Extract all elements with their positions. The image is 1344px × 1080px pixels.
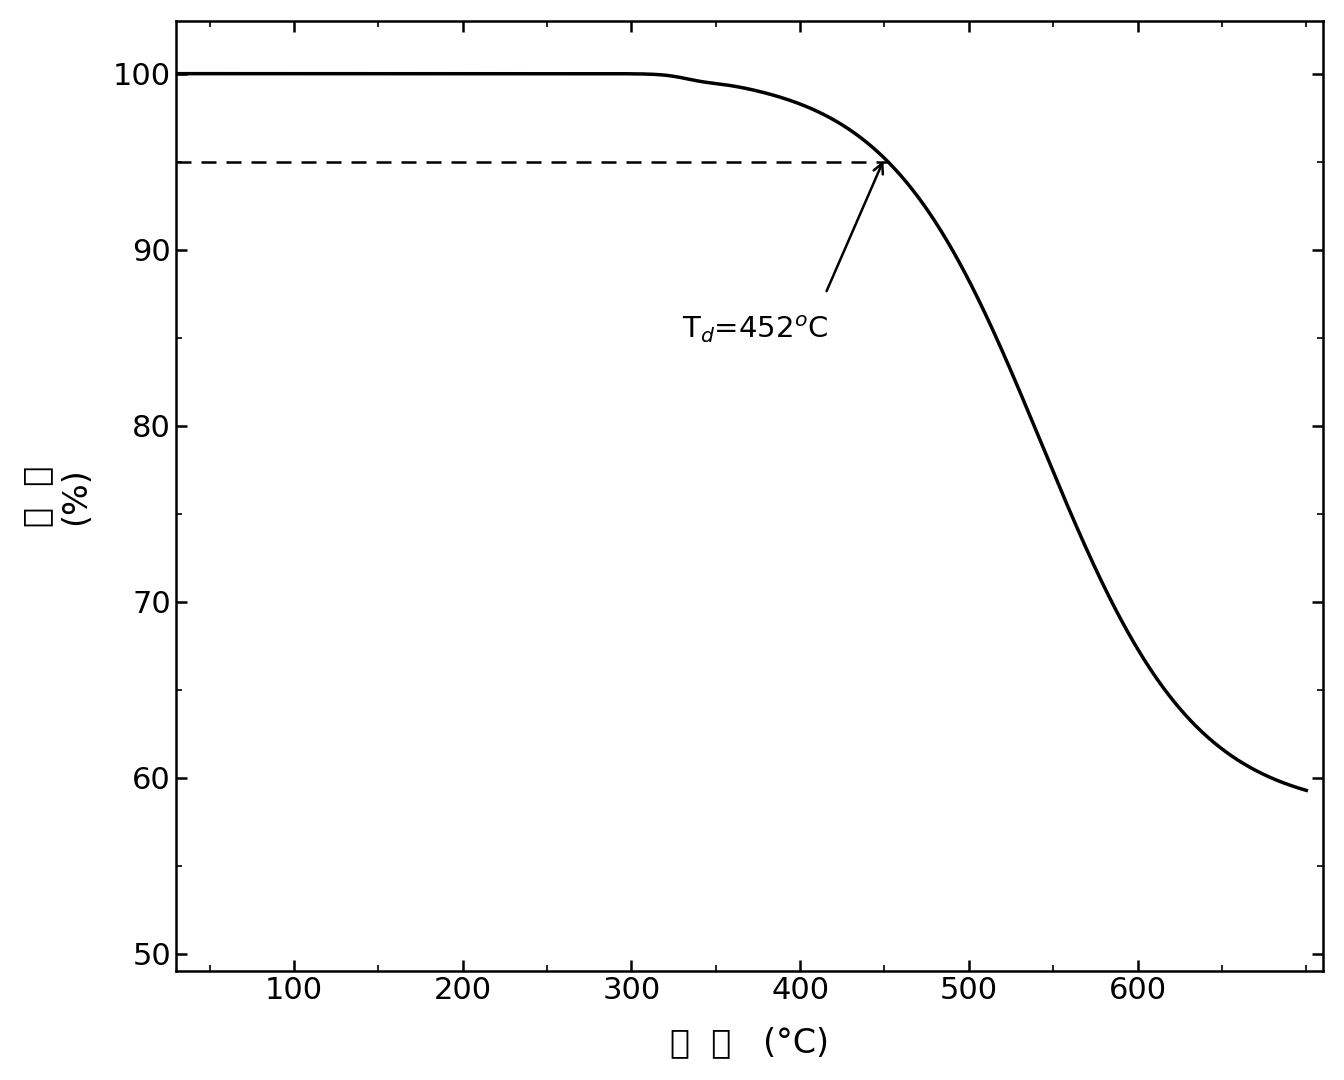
- Text: T$_d$=452$^o$C: T$_d$=452$^o$C: [681, 313, 828, 345]
- Y-axis label: 失  重
(%): 失 重 (%): [22, 465, 91, 527]
- X-axis label: 温  度   (°C): 温 度 (°C): [671, 1026, 829, 1059]
